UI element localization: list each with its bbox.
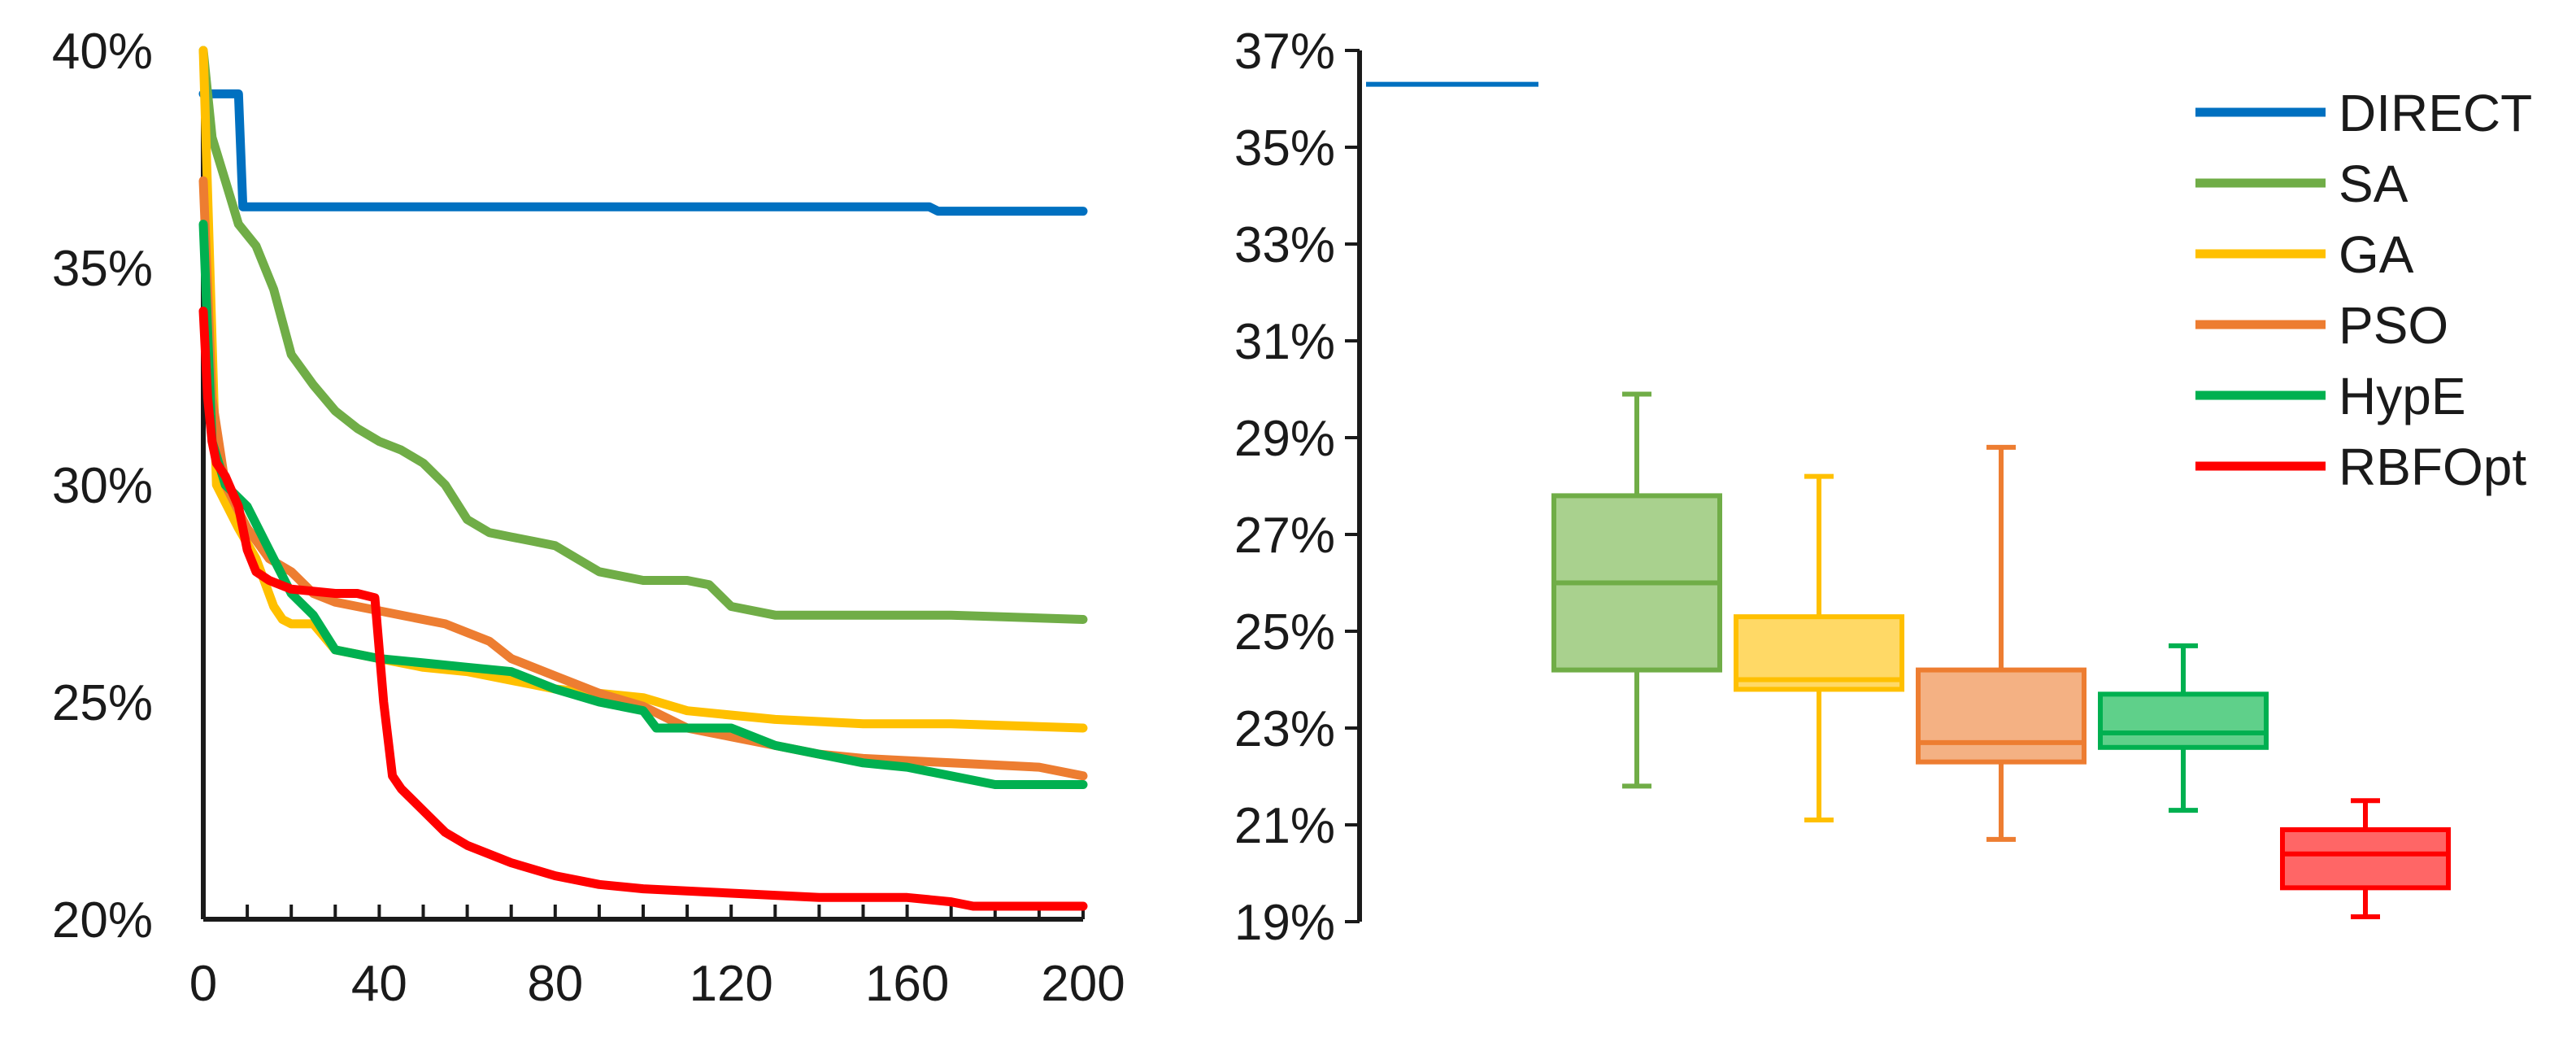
series-line-direct: [198, 89, 1088, 216]
x-tick-label: 0: [189, 956, 217, 1012]
right-y-tick-label: 21%: [1234, 798, 1335, 854]
legend-item-direct: DIRECT: [2195, 84, 2532, 142]
y-tick-label: 35%: [52, 241, 153, 297]
series-line-rbfopt: [198, 306, 1088, 911]
legend-item-pso: PSO: [2195, 296, 2448, 355]
legend-item-hype: HypE: [2195, 367, 2466, 425]
x-tick-label: 40: [351, 956, 407, 1012]
legend-item-rbfopt: RBFOpt: [2195, 438, 2526, 496]
legend-label: HypE: [2339, 367, 2466, 425]
x-tick-label: 160: [865, 956, 949, 1012]
series-line-ga: [198, 46, 1088, 733]
box-body: [2098, 691, 2269, 750]
series-line-pso: [198, 176, 1088, 781]
legend-label: SA: [2339, 155, 2408, 213]
box-rbfopt: [2280, 798, 2451, 920]
box-hype: [2098, 643, 2269, 813]
right-y-tick-label: 35%: [1234, 120, 1335, 177]
legend-item-sa: SA: [2195, 155, 2408, 213]
legend-label: DIRECT: [2339, 84, 2532, 142]
box-plot-chart: 19% 21% 23% 25% 27% 29% 31% 33% 35% 37%: [1234, 24, 2451, 951]
x-tick-label: 200: [1041, 956, 1125, 1012]
y-tick-label: 30%: [52, 458, 153, 514]
legend-label: PSO: [2339, 296, 2448, 355]
legend: DIRECT SA GA PSO HypE RBFOpt: [2195, 84, 2532, 496]
right-y-tick-label: 37%: [1234, 24, 1335, 80]
right-y-tick-label: 25%: [1234, 604, 1335, 661]
right-y-tick-label: 31%: [1234, 314, 1335, 370]
box-ga: [1734, 473, 1904, 823]
box-body: [2280, 826, 2451, 891]
x-tick-label: 120: [689, 956, 772, 1012]
box-sa: [1551, 391, 1722, 789]
series-line-sa: [198, 46, 1088, 624]
box-body: [1916, 667, 2086, 765]
x-tick-label: 80: [527, 956, 583, 1012]
series-line-hype: [198, 220, 1088, 789]
y-tick-label: 25%: [52, 675, 153, 731]
right-y-tick-label: 27%: [1234, 508, 1335, 564]
convergence-line-chart: 0 40 80 120 160 200 20% 25% 30% 35% 40%: [52, 24, 1125, 1012]
y-tick-label: 40%: [52, 24, 153, 80]
legend-label: GA: [2339, 225, 2414, 284]
right-y-tick-label: 29%: [1234, 411, 1335, 467]
right-y-tick-label: 23%: [1234, 701, 1335, 757]
legend-item-ga: GA: [2195, 225, 2414, 284]
y-tick-label: 20%: [52, 892, 153, 949]
legend-label: RBFOpt: [2339, 438, 2526, 496]
right-y-tick-label: 33%: [1234, 217, 1335, 273]
box-pso: [1916, 444, 2086, 842]
right-y-tick-label: 19%: [1234, 895, 1335, 951]
